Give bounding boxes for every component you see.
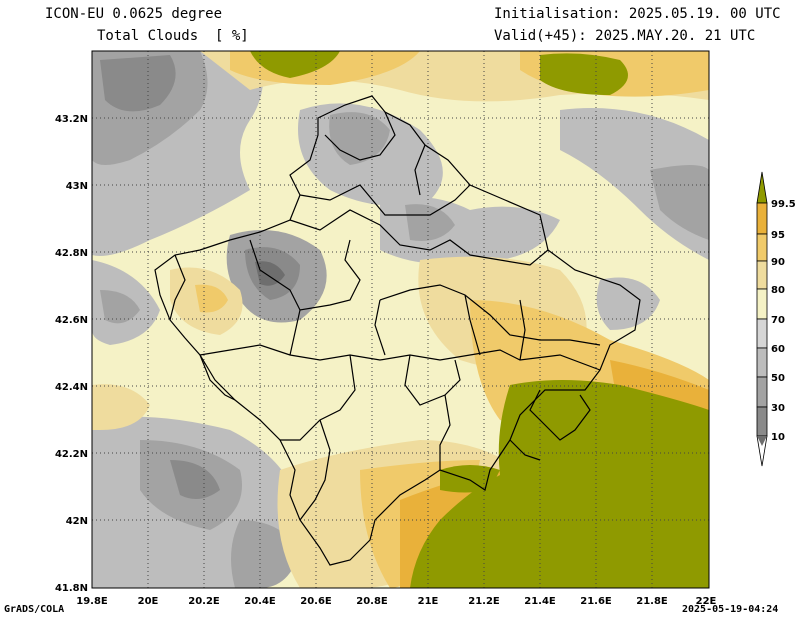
lat-axis-labels: 43.2N 43N 42.8N 42.6N 42.4N 42.2N 42N 41…: [55, 114, 88, 594]
lat-label: 43.2N: [55, 114, 88, 125]
lat-label: 42.8N: [55, 248, 88, 259]
lon-label: 22E: [696, 596, 717, 607]
colorbar-label: 50: [771, 373, 785, 384]
colorbar-swatch: [756, 318, 768, 349]
field-title: Total Clouds [ %]: [97, 28, 249, 44]
lat-label: 42N: [66, 516, 88, 527]
colorbar-label: 10: [771, 432, 785, 443]
init-time: Initialisation: 2025.05.19. 00 UTC: [494, 6, 781, 22]
country-border: [154, 95, 641, 566]
colorbar-label: 95: [771, 230, 785, 241]
lat-lon-grid: [92, 51, 709, 588]
colorbar-label: 90: [771, 257, 785, 268]
colorbar-swatch: [756, 288, 768, 320]
lon-label: 21E: [418, 596, 439, 607]
colorbar-swatch: [756, 202, 768, 235]
lat-label: 43N: [66, 181, 88, 192]
lat-label: 42.2N: [55, 449, 88, 460]
colorbar: [756, 171, 768, 467]
colorbar-swatch: [756, 376, 768, 408]
colorbar-label: 99.5: [771, 199, 796, 210]
lon-label: 20.4E: [244, 596, 276, 607]
lat-label: 41.8N: [55, 583, 88, 594]
colorbar-swatch: [756, 406, 768, 437]
colorbar-label: 80: [771, 285, 785, 296]
lon-axis-labels: 19.8E 20E 20.2E 20.4E 20.6E 20.8E 21E 21…: [76, 596, 716, 607]
colorbar-label: 60: [771, 344, 785, 355]
lon-label: 21.2E: [468, 596, 500, 607]
valid-time: Valid(+45): 2025.MAY.20. 21 UTC: [494, 28, 756, 44]
cloud-field: [92, 51, 709, 588]
lon-label: 20.2E: [188, 596, 220, 607]
colorbar-top-triangle: [756, 171, 768, 204]
lat-label: 42.4N: [55, 382, 88, 393]
colorbar-label: 30: [771, 403, 785, 414]
colorbar-swatch: [756, 260, 768, 290]
colorbar-label: 70: [771, 315, 785, 326]
lon-label: 20E: [138, 596, 159, 607]
lon-label: 21.6E: [580, 596, 612, 607]
colorbar-labels: 99.5 95 90 80 70 60 50 30 10: [771, 199, 796, 443]
colorbar-swatch: [756, 347, 768, 378]
map-frame: [91, 50, 710, 589]
lon-label: 21.8E: [636, 596, 668, 607]
model-title: ICON-EU 0.0625 degree: [45, 6, 223, 22]
lon-label: 19.8E: [76, 596, 108, 607]
lon-label: 20.6E: [300, 596, 332, 607]
colorbar-swatch: [756, 233, 768, 262]
lon-label: 21.4E: [524, 596, 556, 607]
lat-label: 42.6N: [55, 315, 88, 326]
lon-label: 20.8E: [356, 596, 388, 607]
software-credit: GrADS/COLA: [4, 604, 65, 615]
render-timestamp: 2025-05-19-04:24: [682, 604, 779, 615]
